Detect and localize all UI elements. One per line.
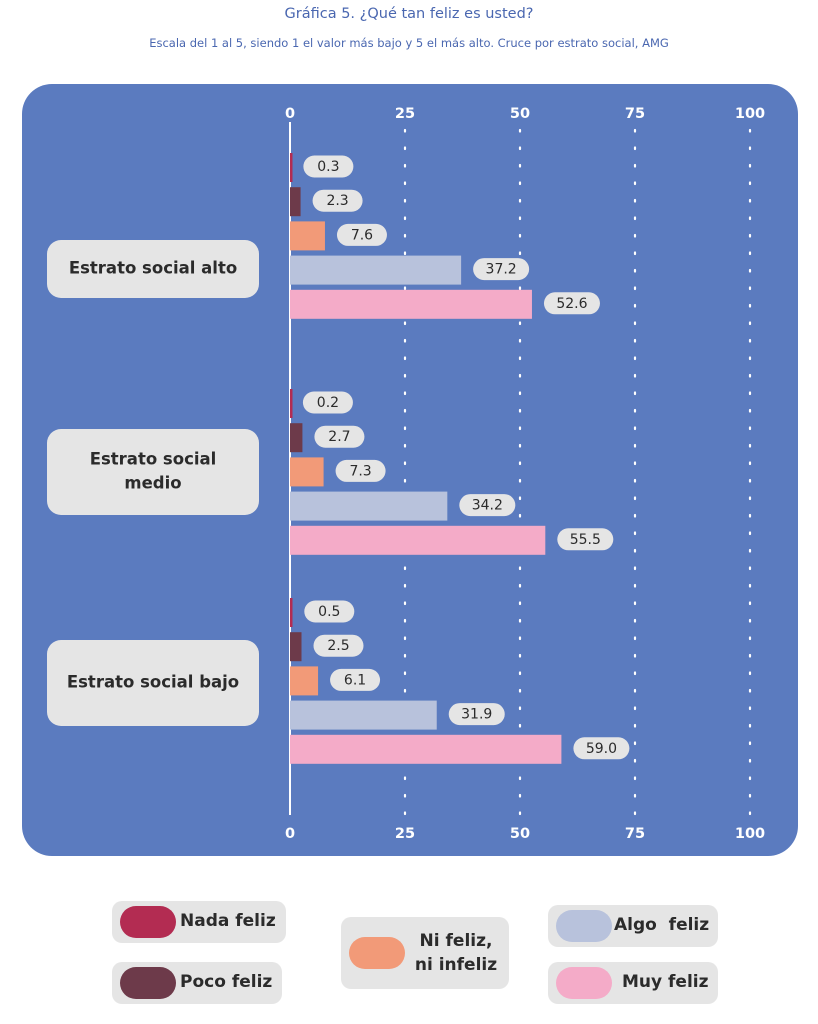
- legend-item-nada-feliz: Nada feliz: [112, 901, 286, 943]
- data-label-box: [336, 223, 387, 246]
- tick-label-bottom: 75: [625, 826, 645, 842]
- tick-label-top: 50: [510, 106, 530, 122]
- tick-label-bottom: 100: [735, 826, 765, 842]
- data-label-box: [304, 600, 355, 623]
- tick-label-top: 25: [395, 106, 415, 122]
- data-label-box: [335, 459, 386, 482]
- legend-swatch-poco-feliz: [120, 967, 176, 999]
- legend-item-algo-feliz: Algo feliz: [548, 905, 718, 947]
- bar: [290, 153, 293, 182]
- bar: [290, 187, 301, 217]
- tick-label-top: 0: [285, 106, 295, 122]
- data-label: 7.3: [349, 463, 371, 479]
- data-label: 31.9: [461, 707, 492, 723]
- legend-label: Poco feliz: [180, 972, 273, 992]
- data-label: 37.2: [486, 262, 517, 278]
- tick-label-top: 75: [625, 106, 645, 122]
- legend-label: Nada feliz: [180, 911, 276, 931]
- legend-label: Muy feliz: [622, 972, 709, 992]
- data-label-box: [312, 189, 363, 212]
- category-label: Estrato social alto: [69, 259, 237, 278]
- bar: [290, 632, 302, 662]
- legend-label: Ni feliz, ni infeliz: [414, 931, 498, 975]
- data-label: 59.0: [586, 741, 617, 757]
- bar: [290, 255, 462, 285]
- bar: [290, 457, 324, 487]
- legend-item-muy-feliz: Muy feliz: [548, 962, 718, 1004]
- data-label: 7.6: [351, 227, 373, 243]
- legend-swatch-nada-feliz: [120, 906, 176, 938]
- data-label-box: [473, 258, 530, 281]
- bar: [290, 289, 532, 319]
- category-label-box: [47, 429, 259, 515]
- data-label: 2.7: [328, 429, 350, 445]
- legend-item-poco-feliz: Poco feliz: [112, 962, 282, 1004]
- bar: [290, 700, 437, 730]
- category-label-box: [47, 240, 259, 298]
- bar: [290, 491, 448, 521]
- legend-item-ni-feliz: Ni feliz, ni infeliz: [341, 917, 509, 989]
- tick-label-bottom: 50: [510, 826, 530, 842]
- category-label: medio: [124, 474, 181, 493]
- tick-label-bottom: 25: [395, 826, 415, 842]
- data-label-box: [313, 634, 364, 657]
- bar: [290, 598, 293, 627]
- bar: [290, 666, 319, 696]
- data-label-box: [543, 292, 600, 315]
- data-label-box: [557, 528, 614, 551]
- category-label-box: [47, 640, 259, 726]
- bar: [290, 734, 562, 764]
- data-label-box: [330, 668, 381, 691]
- tick-label-top: 100: [735, 106, 765, 122]
- data-label: 34.2: [472, 498, 503, 514]
- data-label: 2.5: [327, 638, 349, 654]
- bar: [290, 525, 546, 555]
- data-label-box: [314, 425, 365, 448]
- legend-swatch-algo-feliz: [556, 910, 612, 942]
- data-label-box: [303, 155, 354, 178]
- data-label: 2.3: [326, 193, 348, 209]
- bar: [290, 389, 293, 418]
- data-label: 55.5: [570, 532, 601, 548]
- legend-swatch-ni-feliz: [349, 937, 405, 969]
- data-label-box: [573, 737, 630, 760]
- data-label: 0.5: [318, 604, 340, 620]
- data-label-box: [448, 703, 505, 726]
- data-label-box: [459, 494, 516, 517]
- category-label: Estrato social bajo: [67, 673, 239, 692]
- data-label: 0.3: [317, 159, 339, 175]
- data-label: 52.6: [556, 296, 587, 312]
- data-label: 6.1: [344, 672, 366, 688]
- bar: [290, 221, 325, 251]
- tick-label-bottom: 0: [285, 826, 295, 842]
- chart-subtitle: Escala del 1 al 5, siendo 1 el valor más…: [149, 36, 669, 50]
- chart-title: Gráfica 5. ¿Qué tan feliz es usted?: [284, 6, 534, 22]
- category-label: Estrato social: [90, 450, 217, 469]
- data-label-box: [302, 391, 353, 414]
- bar: [290, 423, 303, 453]
- legend-swatch-muy-feliz: [556, 967, 612, 999]
- data-label: 0.2: [317, 395, 339, 411]
- legend-label: Algo feliz: [614, 915, 710, 935]
